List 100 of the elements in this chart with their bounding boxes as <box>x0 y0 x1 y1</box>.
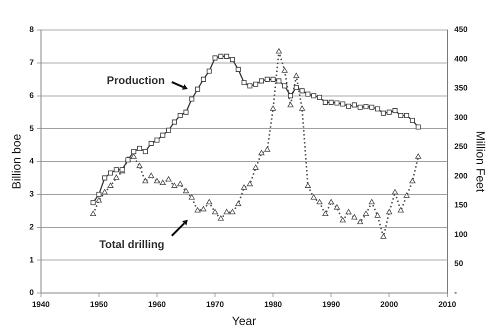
x-axis-title: Year <box>232 314 256 328</box>
point <box>398 112 404 118</box>
point <box>247 83 252 88</box>
y-axis-title: Billion boe <box>10 133 24 190</box>
point <box>148 172 154 178</box>
point <box>270 106 276 111</box>
point <box>114 167 119 172</box>
point <box>183 110 189 115</box>
point <box>380 233 386 239</box>
point <box>398 207 404 212</box>
point <box>352 102 357 108</box>
point <box>310 194 317 200</box>
y-tick-label: 2 <box>29 222 34 232</box>
point <box>96 197 102 203</box>
point <box>334 100 340 106</box>
y2-tick-label: 350 <box>454 84 468 93</box>
point <box>108 182 114 188</box>
point <box>242 80 247 86</box>
point <box>276 48 282 54</box>
point <box>410 118 415 123</box>
point <box>188 194 195 200</box>
y2-tick-label: 150 <box>454 200 468 210</box>
point <box>404 112 410 118</box>
y2-tick-label: 400 <box>454 54 468 64</box>
point <box>154 178 160 184</box>
point <box>224 54 230 59</box>
point <box>369 104 374 110</box>
point <box>148 140 154 146</box>
y-tick-label: 5 <box>29 124 34 133</box>
point <box>218 215 224 221</box>
point <box>253 82 258 87</box>
point <box>113 174 120 180</box>
point <box>375 106 380 112</box>
point <box>136 162 143 168</box>
y2-tick-label: 450 <box>454 25 468 34</box>
x-tick-label: 1970 <box>206 300 224 310</box>
y2-tick-label: 300 <box>454 112 468 122</box>
point <box>154 138 160 143</box>
point <box>304 182 311 188</box>
y-tick-label: 8 <box>29 25 34 34</box>
y2-tick-label: 250 <box>454 142 468 152</box>
point <box>294 85 299 90</box>
point <box>334 204 340 210</box>
point <box>340 101 346 106</box>
point <box>102 175 108 180</box>
y-tick-label: 7 <box>29 58 34 68</box>
point <box>178 112 183 118</box>
point <box>392 108 398 114</box>
x-tick-label: 2010 <box>438 300 457 310</box>
point <box>212 55 218 60</box>
y-tick-label: 6 <box>29 90 34 100</box>
point <box>386 208 392 214</box>
point <box>340 217 346 222</box>
point <box>171 182 178 188</box>
point <box>305 92 310 97</box>
point <box>160 180 166 186</box>
y-tick-label: 0 <box>29 288 34 298</box>
point <box>235 200 242 206</box>
point <box>362 210 369 216</box>
y-tick-label: 4 <box>29 156 34 166</box>
point <box>246 180 253 186</box>
y2-tick-label: 50 <box>454 258 464 268</box>
point <box>322 210 328 216</box>
point <box>404 192 410 198</box>
y2-tick-label: 200 <box>454 171 468 180</box>
point <box>166 176 172 182</box>
point <box>252 164 259 170</box>
point <box>276 78 282 84</box>
point <box>206 199 212 204</box>
point <box>363 104 368 110</box>
point <box>270 76 276 82</box>
point <box>166 128 172 133</box>
point <box>322 100 328 105</box>
point <box>299 106 306 111</box>
point <box>142 178 148 184</box>
point <box>415 153 422 159</box>
x-tick-label: 1960 <box>148 300 166 310</box>
point <box>264 146 270 152</box>
point <box>236 66 241 72</box>
point <box>282 68 288 73</box>
point <box>229 208 236 214</box>
point <box>182 188 189 194</box>
point <box>386 110 392 115</box>
x-tick-label: 1980 <box>264 300 283 310</box>
point <box>258 78 264 84</box>
point <box>189 96 194 102</box>
point <box>328 100 334 105</box>
point <box>346 208 352 214</box>
point <box>177 180 184 186</box>
point <box>160 132 166 138</box>
point <box>142 149 148 154</box>
point <box>288 102 294 108</box>
point <box>316 199 323 204</box>
y2-tick-label: - <box>454 288 458 298</box>
point <box>200 206 206 212</box>
point <box>200 76 206 82</box>
point <box>374 212 381 218</box>
point <box>258 150 264 156</box>
point <box>137 146 142 151</box>
point <box>358 104 363 110</box>
